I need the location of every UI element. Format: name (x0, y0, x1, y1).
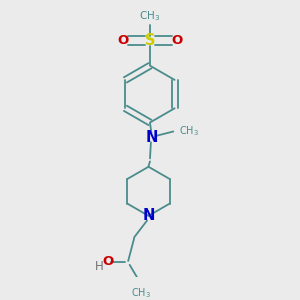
Text: H: H (94, 260, 103, 273)
Text: O: O (103, 255, 114, 268)
Text: O: O (171, 34, 182, 47)
Text: O: O (118, 34, 129, 47)
Text: N: N (145, 130, 158, 145)
Text: N: N (142, 208, 155, 223)
Text: CH$_3$: CH$_3$ (140, 9, 160, 23)
Text: S: S (145, 33, 155, 48)
Text: CH$_3$: CH$_3$ (179, 124, 199, 138)
Text: CH$_3$: CH$_3$ (131, 286, 151, 300)
